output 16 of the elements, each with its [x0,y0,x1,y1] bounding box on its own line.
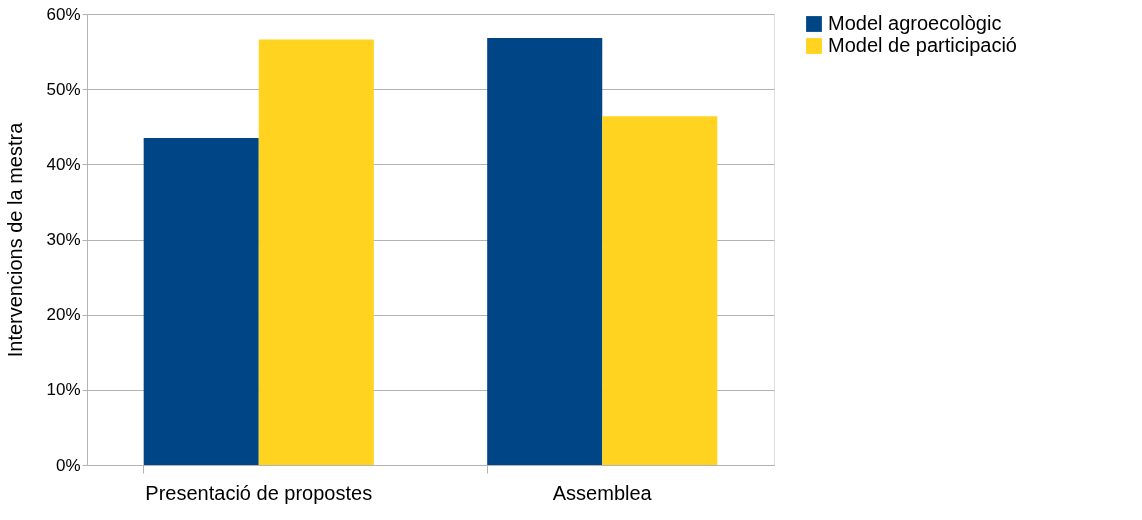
bar [258,39,374,465]
bar [602,116,718,465]
y-tick-label: 50% [46,79,81,99]
y-tick-label: 10% [46,380,81,400]
bar [143,138,259,465]
y-tick-label: 20% [46,305,81,325]
x-tick-label: Assemblea [552,481,653,504]
y-tick-label: 0% [55,455,81,475]
y-tick-label: 60% [46,4,81,24]
legend-label: Model de participació [828,34,1017,56]
bar [487,38,603,465]
y-tick-label: 40% [46,154,81,174]
y-axis-title: Intervencions de la mestra [4,121,27,358]
y-tick-label: 30% [46,230,81,249]
x-tick-label: Presentació de propostes [145,481,373,504]
legend-label: Model agroecològic [828,12,1002,34]
